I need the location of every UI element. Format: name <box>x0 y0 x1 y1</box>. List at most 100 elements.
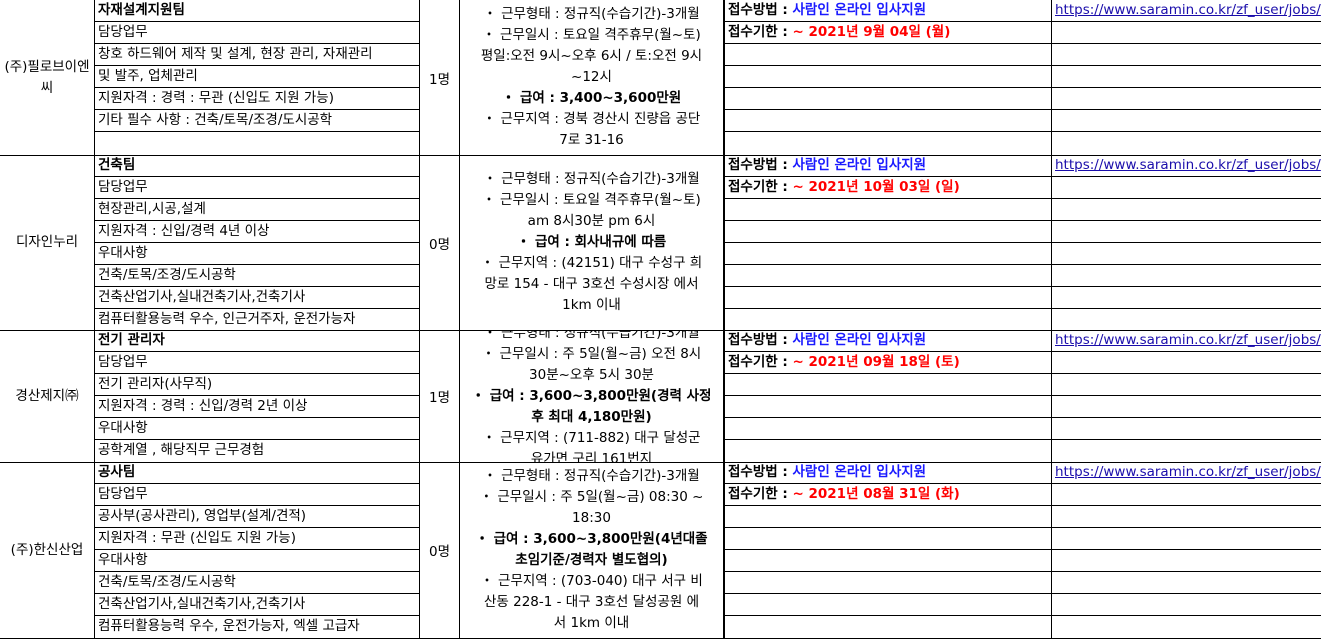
link-row[interactable]: https://www.saramin.co.kr/zf_user/jobs/ <box>1052 155 1321 177</box>
detail-row[interactable]: 지원자격 : 신입/경력 4년 이상 <box>95 221 419 243</box>
link-row[interactable] <box>1052 265 1321 287</box>
detail-row[interactable]: 건축/토목/조경/도시공학 <box>95 265 419 287</box>
application-row[interactable] <box>725 528 1051 550</box>
link-row[interactable] <box>1052 132 1321 154</box>
detail-row[interactable]: 공학계열 , 해당직무 근무경험 <box>98 442 265 458</box>
company-cell[interactable]: (주)필로브이엔씨 <box>0 0 95 155</box>
details-cell[interactable]: 자재설계지원팀 담당업무 창호 하드웨어 제작 및 설계, 현장 관리, 자재관리 및… <box>95 0 420 155</box>
link-row[interactable] <box>1052 396 1321 418</box>
headcount-cell[interactable]: 1명 <box>420 330 460 462</box>
application-row[interactable]: 접수기한 : ~ 2021년 08월 31일 (화) <box>725 484 1051 506</box>
application-row[interactable]: 접수기한 : ~ 2021년 9월 04일 (월) <box>725 22 1051 44</box>
link-row[interactable] <box>1052 110 1321 132</box>
application-row[interactable] <box>725 265 1051 287</box>
company-cell[interactable]: 경산제지㈜ <box>0 330 95 462</box>
link-row[interactable] <box>1052 44 1321 66</box>
detail-row[interactable]: 우대사항 <box>95 243 419 265</box>
link-row[interactable] <box>1052 309 1321 330</box>
application-row[interactable]: 접수방법 : 사람인 온라인 입사지원 <box>725 155 1051 177</box>
link-row[interactable]: https://www.saramin.co.kr/zf_user/jobs/ <box>1052 462 1321 484</box>
application-row[interactable] <box>725 221 1051 243</box>
details-cell[interactable]: 공사팀 담당업무 공사부(공사관리), 영업부(설계/견적) 지원자격 : 무관 (신… <box>95 462 420 638</box>
application-cell[interactable]: 접수방법 : 사람인 온라인 입사지원 접수기한 : ~ 2021년 10월 03… <box>725 155 1052 330</box>
link-row[interactable] <box>1052 199 1321 221</box>
link-row[interactable] <box>1052 352 1321 374</box>
application-row[interactable] <box>725 66 1051 88</box>
detail-row[interactable]: 담당업무 <box>95 484 419 506</box>
application-row[interactable] <box>725 418 1051 440</box>
detail-row[interactable]: 건축산업기사,실내건축기사,건축기사 <box>95 594 419 616</box>
link-row[interactable]: https://www.saramin.co.kr/zf_user/jobs/ <box>1052 0 1321 22</box>
detail-row[interactable]: 공사팀 <box>95 462 419 484</box>
application-row[interactable] <box>725 243 1051 265</box>
application-cell[interactable]: 접수방법 : 사람인 온라인 입사지원 접수기한 : ~ 2021년 08월 31… <box>725 462 1052 638</box>
link-row[interactable] <box>1052 418 1321 440</box>
link-row[interactable] <box>1052 287 1321 309</box>
detail-row[interactable]: 전기 관리자 <box>95 330 419 352</box>
detail-row[interactable]: 담당업무 <box>95 22 419 44</box>
job-link[interactable]: https://www.saramin.co.kr/zf_user/jobs/ <box>1055 157 1321 173</box>
link-row[interactable] <box>1052 572 1321 594</box>
detail-row[interactable]: 담당업무 <box>95 177 419 199</box>
details-cell[interactable]: 전기 관리자 담당업무 전기 관리자(사무직) 지원자격 : 경력 : 신입/경력 2… <box>95 330 420 462</box>
detail-row[interactable]: 지원자격 : 경력 : 신입/경력 2년 이상 <box>95 396 419 418</box>
application-row[interactable] <box>725 309 1051 330</box>
detail-row[interactable]: 창호 하드웨어 제작 및 설계, 현장 관리, 자재관리 <box>95 44 419 66</box>
conditions-cell[interactable]: ・ 근무형태 : 정규직(수습기간)-3개월 ・ 근무일시 : 주 5일(월~금)… <box>460 462 725 638</box>
detail-row[interactable]: 공사부(공사관리), 영업부(설계/견적) <box>95 506 419 528</box>
application-row[interactable]: 접수방법 : 사람인 온라인 입사지원 <box>725 462 1051 484</box>
headcount-cell[interactable]: 0명 <box>420 462 460 638</box>
application-row[interactable] <box>725 199 1051 221</box>
detail-row[interactable]: 우대사항 <box>95 418 419 440</box>
detail-row[interactable]: 건축/토목/조경/도시공학 <box>95 572 419 594</box>
detail-row[interactable]: 건축팀 <box>95 155 419 177</box>
job-link[interactable]: https://www.saramin.co.kr/zf_user/jobs/ <box>1055 464 1321 480</box>
application-cell[interactable]: 접수방법 : 사람인 온라인 입사지원 접수기한 : ~ 2021년 09월 18… <box>725 330 1052 462</box>
company-cell[interactable]: (주)한신산업 <box>0 462 95 638</box>
application-row[interactable] <box>725 506 1051 528</box>
detail-row[interactable]: 컴퓨터활용능력 우수, 운전가능자, 엑셀 고급자 <box>98 618 360 634</box>
link-row[interactable] <box>1052 484 1321 506</box>
link-row[interactable] <box>1052 243 1321 265</box>
detail-row[interactable]: 기타 필수 사항 : 건축/토목/조경/도시공학 <box>95 110 419 132</box>
application-row[interactable] <box>725 594 1051 616</box>
detail-row[interactable]: 건축산업기사,실내건축기사,건축기사 <box>95 287 419 309</box>
application-row[interactable]: 접수기한 : ~ 2021년 09월 18일 (토) <box>725 352 1051 374</box>
detail-row[interactable]: 지원자격 : 경력 : 무관 (신입도 지원 가능) <box>95 88 419 110</box>
link-cell[interactable]: https://www.saramin.co.kr/zf_user/jobs/ <box>1052 0 1321 155</box>
link-row[interactable] <box>1052 177 1321 199</box>
application-row[interactable] <box>725 440 1051 462</box>
conditions-cell[interactable]: ・ 근무형태 : 정규직(수습기간)-3개월 ・ 근무일시 : 토요일 격주휴무(… <box>460 0 725 155</box>
headcount-cell[interactable]: 0명 <box>420 155 460 330</box>
detail-row[interactable]: 컴퓨터활용능력 우수, 인근거주자, 운전가능자 <box>98 311 356 327</box>
conditions-cell[interactable]: ・ 근무형태 : 정규직(수습기간)-3개월 ・ 근무일시 : 토요일 격주휴무(… <box>460 155 725 330</box>
application-row[interactable] <box>725 88 1051 110</box>
detail-row[interactable] <box>95 132 419 154</box>
detail-row[interactable]: 지원자격 : 무관 (신입도 지원 가능) <box>95 528 419 550</box>
link-cell[interactable]: https://www.saramin.co.kr/zf_user/jobs/ <box>1052 330 1321 462</box>
application-row[interactable]: 접수방법 : 사람인 온라인 입사지원 <box>725 330 1051 352</box>
application-row[interactable] <box>725 396 1051 418</box>
application-row[interactable] <box>725 44 1051 66</box>
detail-row[interactable]: 및 발주, 업체관리 <box>95 66 419 88</box>
job-link[interactable]: https://www.saramin.co.kr/zf_user/jobs/ <box>1055 2 1321 18</box>
application-row[interactable] <box>725 572 1051 594</box>
detail-row[interactable]: 현장관리,시공,설계 <box>95 199 419 221</box>
application-row[interactable]: 접수방법 : 사람인 온라인 입사지원 <box>725 0 1051 22</box>
headcount-cell[interactable]: 1명 <box>420 0 460 155</box>
application-row[interactable] <box>725 110 1051 132</box>
link-row[interactable] <box>1052 528 1321 550</box>
link-row[interactable] <box>1052 66 1321 88</box>
link-cell[interactable]: https://www.saramin.co.kr/zf_user/jobs/ <box>1052 155 1321 330</box>
link-row[interactable] <box>1052 440 1321 462</box>
detail-row[interactable]: 담당업무 <box>95 352 419 374</box>
link-row[interactable] <box>1052 506 1321 528</box>
detail-row[interactable]: 자재설계지원팀 <box>95 0 419 22</box>
details-cell[interactable]: 건축팀 담당업무 현장관리,시공,설계 지원자격 : 신입/경력 4년 이상 우대사항 건… <box>95 155 420 330</box>
link-row[interactable] <box>1052 616 1321 638</box>
conditions-cell[interactable]: ・ 근무형태 : 정규직(수습기간)-3개월 ・ 근무일시 : 주 5일(월~금)… <box>460 330 725 462</box>
application-row[interactable] <box>725 550 1051 572</box>
company-cell[interactable]: 디자인누리 <box>0 155 95 330</box>
application-cell[interactable]: 접수방법 : 사람인 온라인 입사지원 접수기한 : ~ 2021년 9월 04일… <box>725 0 1052 155</box>
detail-row[interactable]: 전기 관리자(사무직) <box>95 374 419 396</box>
